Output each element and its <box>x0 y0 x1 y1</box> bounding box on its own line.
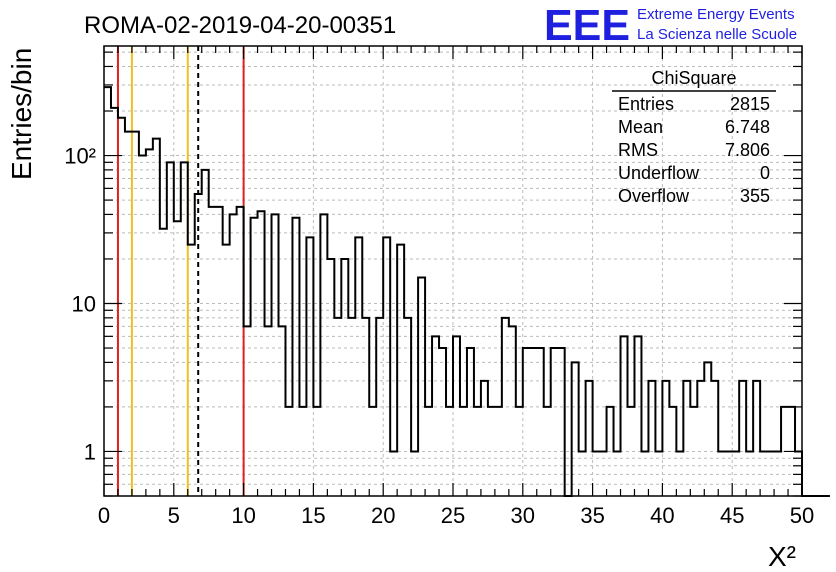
histogram-bin <box>111 108 118 496</box>
histogram-bin <box>453 336 460 496</box>
histogram-bin <box>704 362 711 496</box>
histogram-bin <box>634 336 641 496</box>
histogram-bin <box>621 336 628 496</box>
histogram-bin <box>216 207 223 496</box>
stats-row-value: 7.806 <box>725 140 770 160</box>
stats-row-value: 2815 <box>730 94 770 114</box>
stats-row-label: Mean <box>618 117 663 137</box>
histogram-bin <box>237 207 244 496</box>
x-axis-label: X² <box>768 541 796 572</box>
x-tick-label: 40 <box>650 503 674 528</box>
histogram-bin <box>439 348 446 496</box>
histogram-bin <box>558 348 565 496</box>
histogram-bin <box>118 118 125 496</box>
histogram-bin <box>509 326 516 496</box>
histogram-bin <box>104 87 111 496</box>
x-tick-label: 0 <box>98 503 110 528</box>
histogram-bin <box>230 214 237 496</box>
histogram-bin <box>355 237 362 496</box>
histogram-bin <box>132 132 139 496</box>
stats-box: ChiSquare Entries 2815 Mean 6.748 RMS 7.806 Un… <box>612 68 776 206</box>
histogram-bin <box>306 237 313 496</box>
histogram-bin <box>167 162 174 496</box>
histogram-bin <box>711 381 718 496</box>
histogram-bin <box>537 348 544 496</box>
histogram-bin <box>181 162 188 496</box>
histogram-bin <box>244 326 251 496</box>
stats-row-value: 6.748 <box>725 117 770 137</box>
histogram-bin <box>467 348 474 496</box>
histogram-bin <box>383 237 390 496</box>
histogram-bin <box>320 214 327 496</box>
histogram-bin <box>523 348 530 496</box>
histogram-bin <box>530 348 537 496</box>
histogram-bin <box>551 348 558 496</box>
histogram <box>104 86 830 497</box>
histogram-bin <box>586 381 593 496</box>
x-tick-label: 15 <box>301 503 325 528</box>
histogram-bin <box>432 336 439 496</box>
histogram-bin <box>683 381 690 496</box>
histogram-bin <box>697 381 704 496</box>
stats-box-title: ChiSquare <box>651 68 736 88</box>
histogram-bin <box>265 326 272 496</box>
histogram-bin <box>327 259 334 496</box>
x-tick-label: 35 <box>580 503 604 528</box>
histogram-bin <box>258 211 265 496</box>
histogram-bin <box>209 207 216 496</box>
chart-title: ROMA-02-2019-04-20-00351 <box>84 12 396 39</box>
histogram-bin <box>481 381 488 496</box>
histogram-bin <box>572 362 579 496</box>
histogram-bin <box>648 381 655 496</box>
grid <box>104 46 802 497</box>
eee-logo-mark: EEE <box>544 1 630 50</box>
x-tick-label: 20 <box>371 503 395 528</box>
stats-row-label: Overflow <box>618 186 690 206</box>
histogram-bin <box>125 132 132 496</box>
y-tick-label: 1 <box>84 439 96 464</box>
x-tick-label: 50 <box>790 503 814 528</box>
histogram-bin <box>272 214 279 496</box>
histogram-outline <box>104 86 830 497</box>
stats-row-label: Underflow <box>618 163 700 183</box>
histogram-bin <box>139 156 146 496</box>
histogram-bin <box>279 326 286 496</box>
histogram-bin <box>146 149 153 496</box>
histogram-bin <box>739 381 746 496</box>
histogram-bin <box>753 381 760 496</box>
reference-lines <box>116 46 245 496</box>
y-tick-label: 10² <box>64 144 96 169</box>
stats-row-value: 0 <box>760 163 770 183</box>
y-tick-label: 10 <box>72 292 96 317</box>
x-tick-label: 5 <box>168 503 180 528</box>
stats-row-label: Entries <box>618 94 674 114</box>
eee-logo-line1: Extreme Energy Events <box>637 6 795 23</box>
eee-logo-line2: La Scienza nelle Scuole <box>637 26 797 43</box>
x-tick-label: 30 <box>511 503 535 528</box>
x-tick-label: 25 <box>441 503 465 528</box>
tick-labels: 0 5 10 15 20 25 30 35 40 45 50 1 10 10² <box>64 144 814 528</box>
stats-row-value: 355 <box>740 186 770 206</box>
stats-row-label: RMS <box>618 140 658 160</box>
y-axis-label: Entries/bin <box>6 48 37 180</box>
histogram-bin <box>202 170 209 496</box>
x-tick-label: 10 <box>231 503 255 528</box>
axis-ticks <box>103 46 803 497</box>
histogram-bin <box>174 221 181 496</box>
x-tick-label: 45 <box>720 503 744 528</box>
histogram-bin <box>662 381 669 496</box>
histogram-bin <box>341 259 348 496</box>
